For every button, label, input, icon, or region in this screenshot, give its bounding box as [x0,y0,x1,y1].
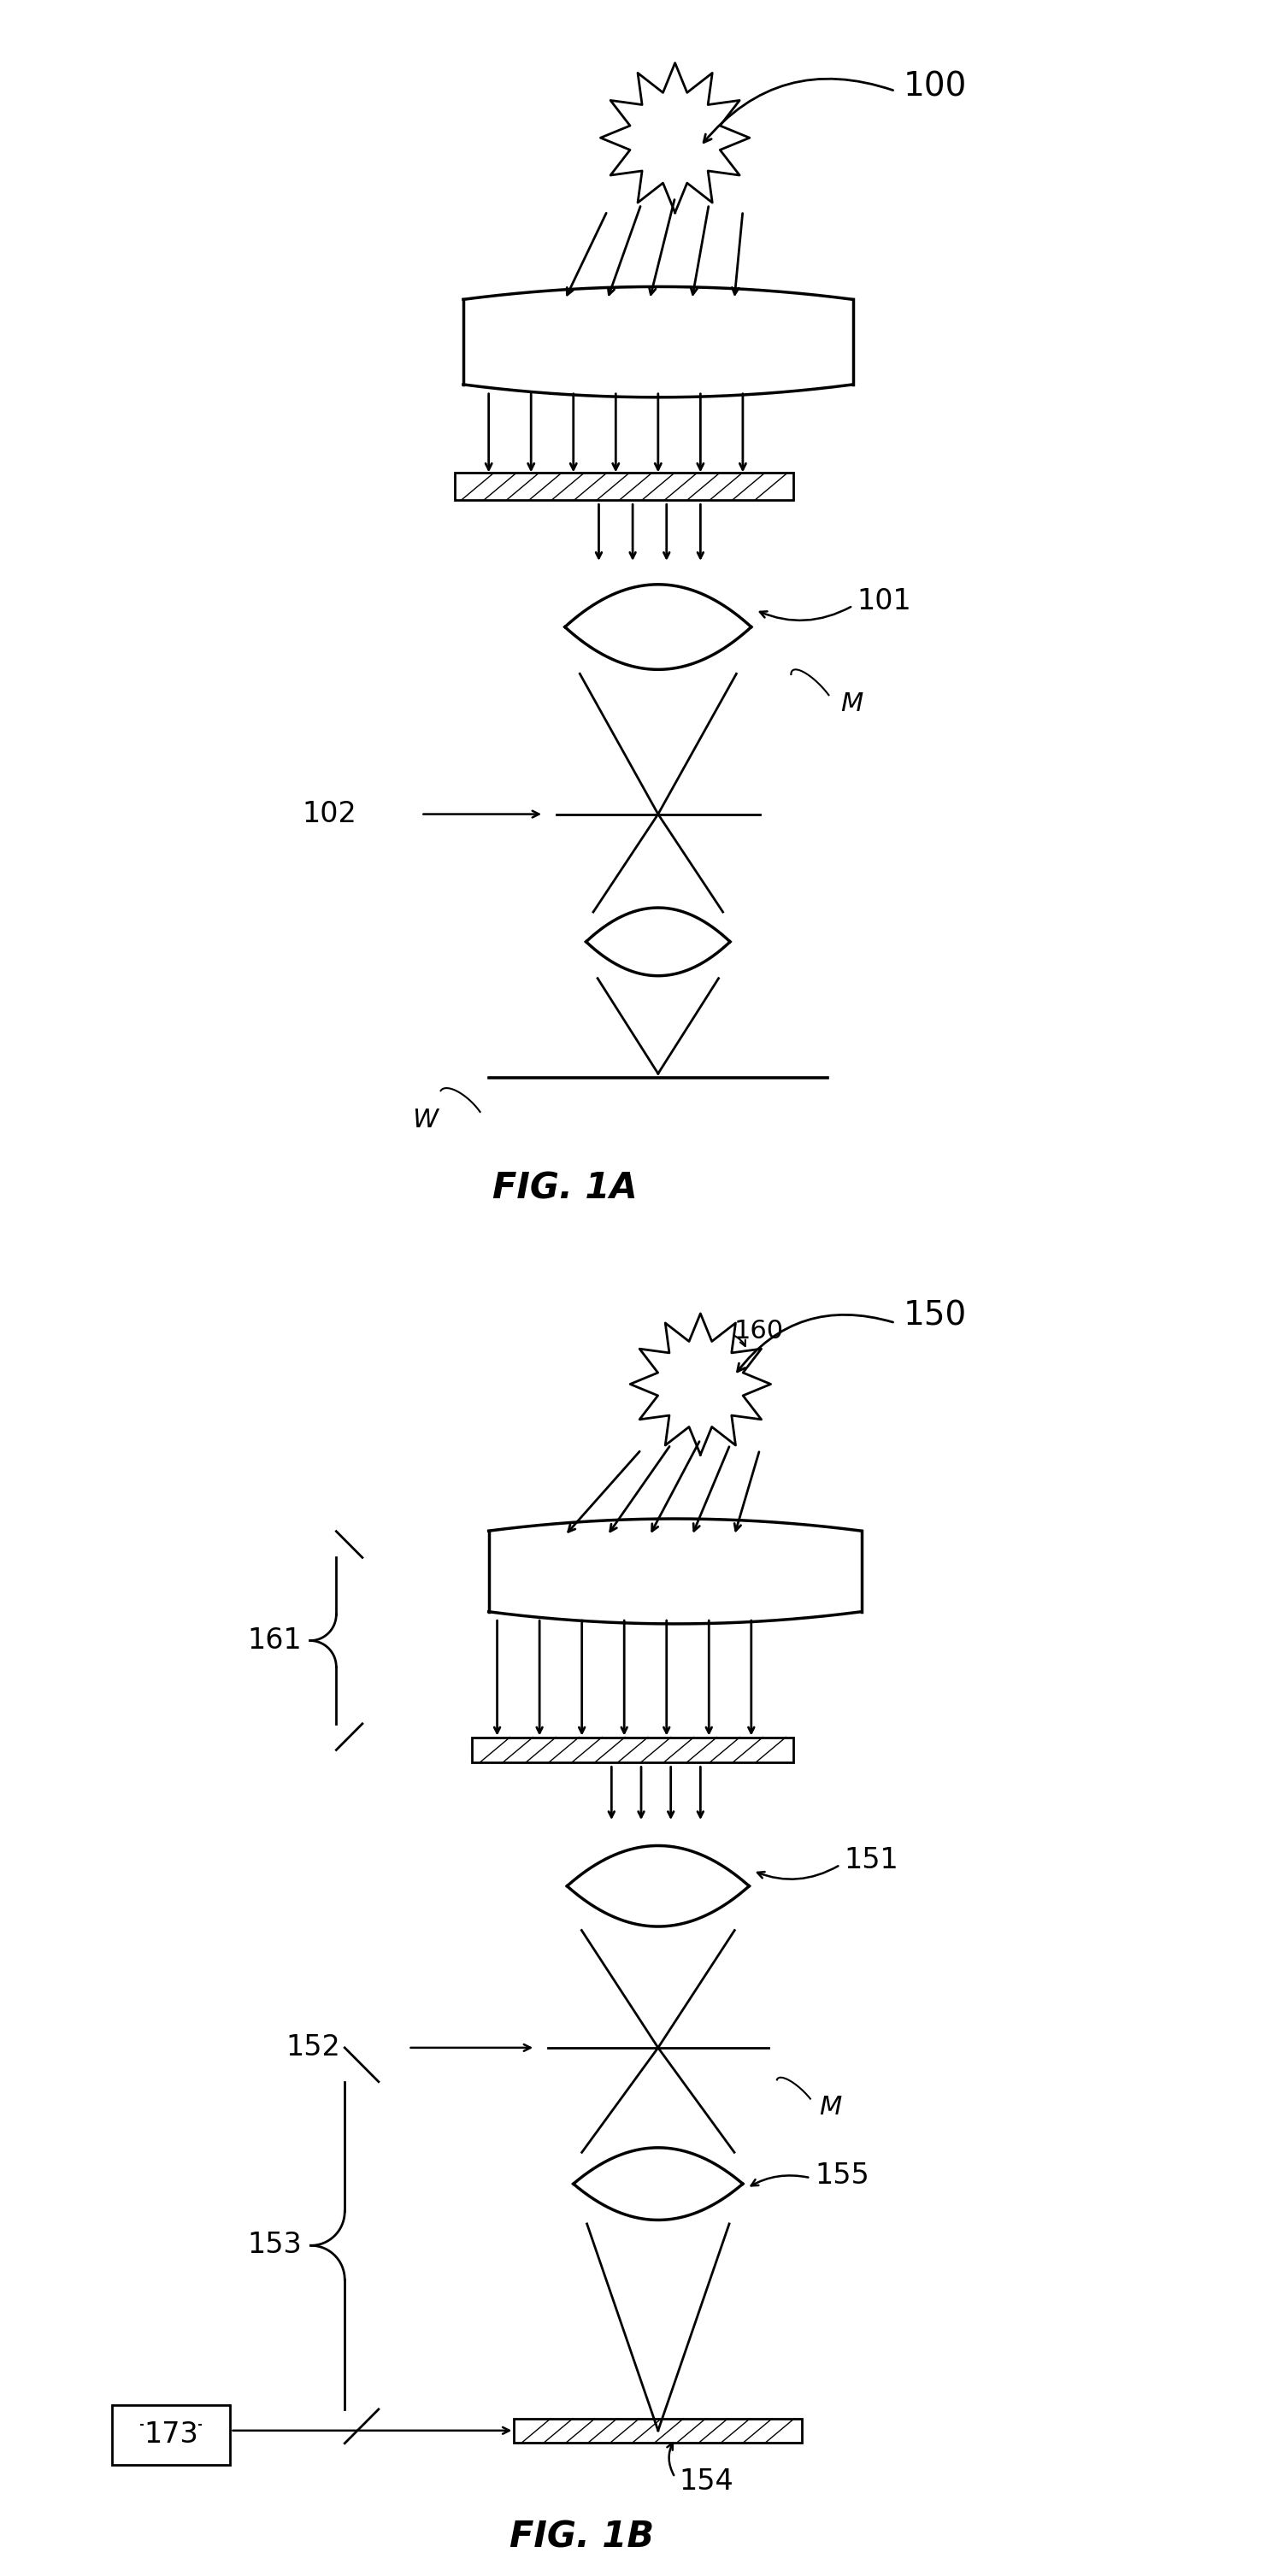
Text: M: M [840,690,863,716]
Text: W: W [412,1108,438,1133]
Text: 101: 101 [858,587,912,616]
Text: M: M [819,2094,841,2120]
Bar [455,474,794,500]
Text: 160: 160 [734,1319,785,1345]
Bar [514,2419,802,2442]
Text: 153: 153 [248,2231,302,2259]
Text: 155: 155 [815,2161,869,2190]
Text: FIG. 1A: FIG. 1A [493,1170,637,1206]
Text: FIG. 1B: FIG. 1B [510,2519,654,2555]
Text: 102: 102 [302,801,357,829]
Text: 100: 100 [904,70,967,103]
Text: 151: 151 [845,1847,899,1875]
Text: 150: 150 [904,1301,967,1332]
Text: 152: 152 [285,2032,340,2061]
Text: 154: 154 [679,2468,733,2496]
Text: 161: 161 [248,1625,302,1654]
Text: 173: 173 [144,2421,198,2450]
Bar [471,1736,794,1762]
Bar [112,2406,230,2465]
